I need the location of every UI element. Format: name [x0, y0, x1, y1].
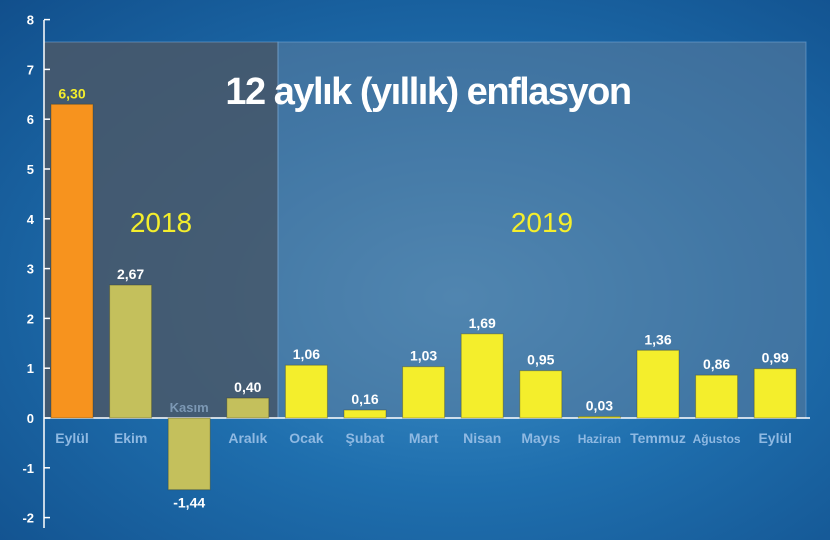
chart-title: 12 aylık (yıllık) enflasyon: [225, 71, 630, 113]
category-label-1: Ekim: [114, 430, 147, 446]
data-label-0: 6,30: [58, 85, 85, 101]
category-label-4: Ocak: [289, 430, 323, 446]
category-label-5: Şubat: [346, 430, 385, 446]
category-label-7: Nisan: [463, 430, 501, 446]
data-label-1: 2,67: [117, 266, 144, 282]
data-label-6: 1,03: [410, 348, 437, 364]
category-label-11: Ağustos: [693, 432, 741, 446]
y-tick-label: -1: [22, 461, 34, 476]
bar-9: [577, 416, 621, 419]
y-tick-label: 4: [27, 212, 35, 227]
bar-0: [50, 103, 94, 419]
category-label-10: Temmuz: [630, 430, 686, 446]
y-tick-label: 5: [27, 162, 34, 177]
data-label-3: 0,40: [234, 379, 261, 395]
category-label-9: Haziran: [578, 432, 621, 446]
data-label-9: 0,03: [586, 398, 613, 414]
bar-12: [753, 368, 797, 419]
y-tick-label: 3: [27, 262, 34, 277]
y-tick-label: 2: [27, 311, 34, 326]
data-label-4: 1,06: [293, 346, 320, 362]
y-tick-label: 6: [27, 112, 34, 127]
category-label-0: Eylül: [55, 430, 88, 446]
category-label-6: Mart: [409, 430, 439, 446]
category-label-12: Eylül: [758, 430, 791, 446]
data-label-7: 1,69: [469, 315, 496, 331]
bar-2: [167, 417, 211, 491]
panel-2019: [277, 41, 807, 419]
data-label-11: 0,86: [703, 356, 730, 372]
category-label-2: Kasım: [170, 400, 209, 415]
y-tick-label: -2: [22, 511, 34, 526]
y-tick-label: 8: [27, 13, 34, 28]
data-label-12: 0,99: [762, 350, 789, 366]
bar-5: [343, 409, 387, 419]
bar-7: [460, 333, 504, 419]
data-label-10: 1,36: [644, 331, 671, 347]
data-label-5: 0,16: [351, 391, 378, 407]
data-label-2: -1,44: [173, 495, 205, 511]
category-label-3: Aralık: [228, 430, 267, 446]
bar-3: [226, 397, 270, 419]
year-label-2019: 2019: [511, 207, 573, 238]
y-tick-label: 1: [27, 361, 34, 376]
year-label-2018: 2018: [130, 207, 192, 238]
bar-8: [519, 370, 563, 419]
bar-6: [402, 366, 446, 419]
bar-1: [109, 284, 153, 419]
y-tick-label: 0: [27, 411, 34, 426]
category-label-8: Mayıs: [521, 430, 560, 446]
data-label-8: 0,95: [527, 352, 554, 368]
bar-10: [636, 349, 680, 419]
bar-4: [284, 364, 328, 419]
y-tick-label: 7: [27, 62, 34, 77]
bar-11: [695, 374, 739, 419]
